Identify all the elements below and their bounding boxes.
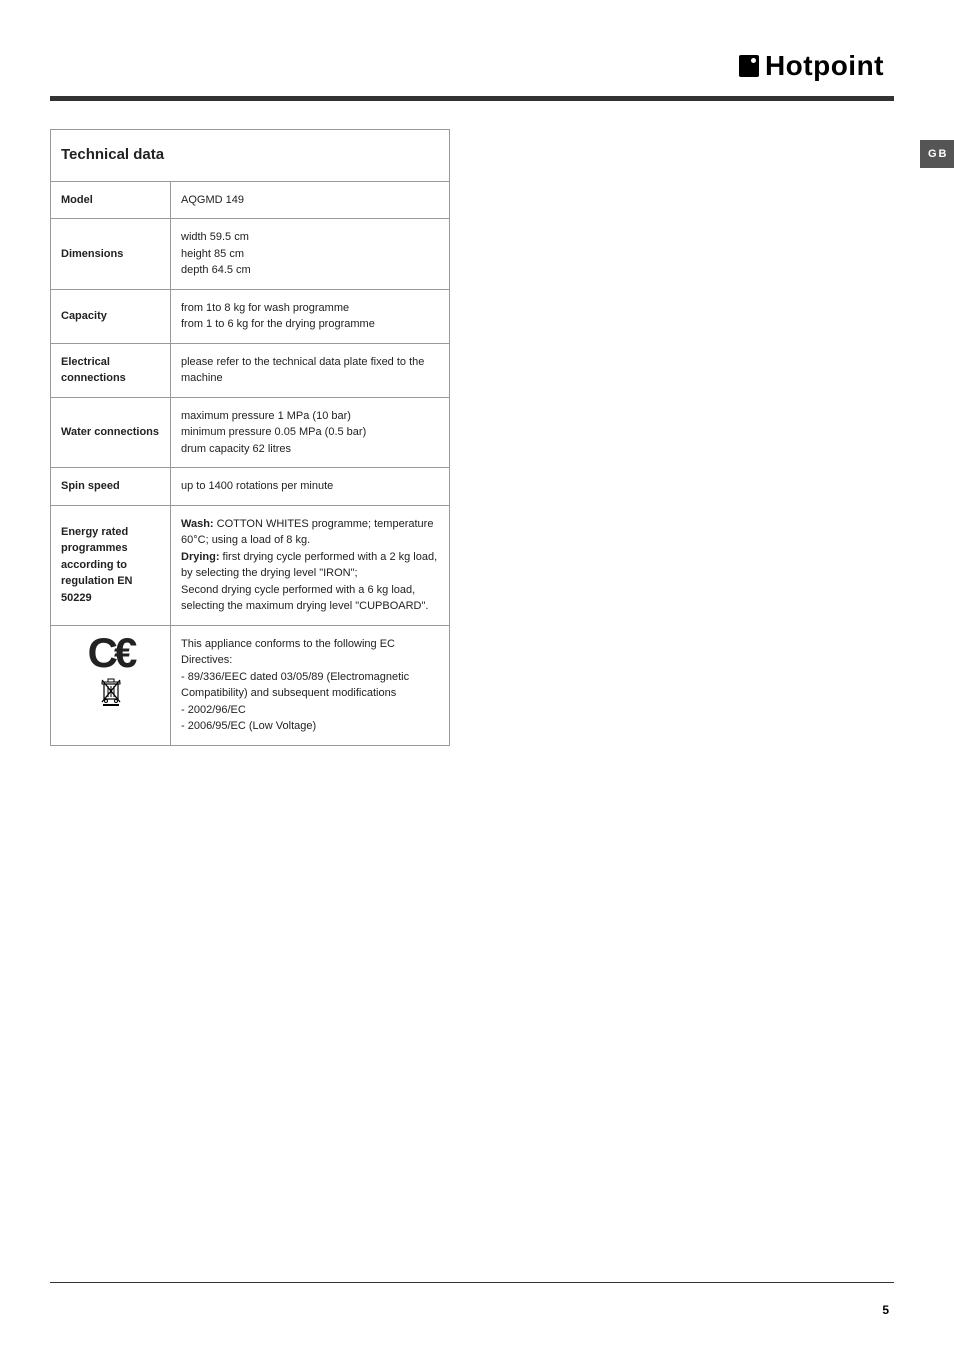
table-row: Electrical connections please refer to t… <box>51 343 450 397</box>
row-value-capacity: from 1to 8 kg for wash programme from 1 … <box>171 289 450 343</box>
page-number: 5 <box>882 1303 889 1317</box>
row-label-spin: Spin speed <box>51 468 171 506</box>
header-divider <box>50 96 894 101</box>
brand-logo-icon <box>739 55 759 77</box>
compliance-icons-cell: C€ <box>51 625 171 745</box>
row-value-energy: Wash: COTTON WHITES programme; temperatu… <box>171 505 450 625</box>
row-label-model: Model <box>51 181 171 219</box>
drying-label: Drying: <box>181 551 220 563</box>
row-value-dimensions: width 59.5 cm height 85 cm depth 64.5 cm <box>171 219 450 290</box>
row-label-capacity: Capacity <box>51 289 171 343</box>
table-row: Model AQGMD 149 <box>51 181 450 219</box>
drying-text: first drying cycle performed with a 2 kg… <box>181 551 437 613</box>
row-label-water: Water connections <box>51 397 171 468</box>
table-row: Dimensions width 59.5 cm height 85 cm de… <box>51 219 450 290</box>
row-value-spin: up to 1400 rotations per minute <box>171 468 450 506</box>
page-container: Hotpoint GB Technical data Model AQGMD 1… <box>0 0 954 1351</box>
row-label-electrical: Electrical connections <box>51 343 171 397</box>
row-label-energy: Energy rated programmes according to reg… <box>51 505 171 625</box>
technical-data-table: Technical data Model AQGMD 149 Dimension… <box>50 129 450 746</box>
row-value-water: maximum pressure 1 MPa (10 bar) minimum … <box>171 397 450 468</box>
row-value-electrical: please refer to the technical data plate… <box>171 343 450 397</box>
wash-label: Wash: <box>181 518 214 530</box>
wash-text: COTTON WHITES programme; temperature 60°… <box>181 518 433 547</box>
table-title-row: Technical data <box>51 130 450 182</box>
weee-bin-icon <box>98 676 124 706</box>
table-row: Water connections maximum pressure 1 MPa… <box>51 397 450 468</box>
row-label-dimensions: Dimensions <box>51 219 171 290</box>
table-row: Capacity from 1to 8 kg for wash programm… <box>51 289 450 343</box>
brand-name: Hotpoint <box>765 50 884 82</box>
table-row: C€ This appliance conforms to the follow… <box>51 625 450 745</box>
language-tab: GB <box>920 140 954 168</box>
footer-divider <box>50 1282 894 1283</box>
brand-logo: Hotpoint <box>739 50 884 82</box>
table-title: Technical data <box>51 130 450 182</box>
table-row: Energy rated programmes according to reg… <box>51 505 450 625</box>
table-row: Spin speed up to 1400 rotations per minu… <box>51 468 450 506</box>
brand-header: Hotpoint <box>50 50 894 82</box>
row-value-model: AQGMD 149 <box>171 181 450 219</box>
ce-mark-icon: C€ <box>61 632 160 674</box>
row-value-compliance: This appliance conforms to the following… <box>171 625 450 745</box>
